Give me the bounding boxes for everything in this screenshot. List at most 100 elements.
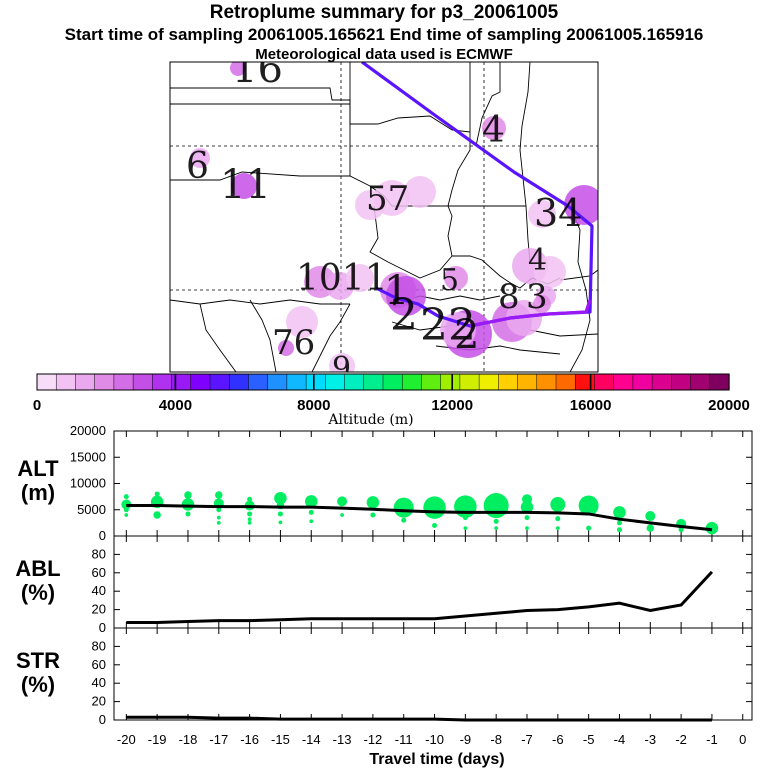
colorbar-cell (632, 373, 653, 391)
colorbar-cell (517, 373, 538, 391)
alt-point (616, 527, 622, 533)
sampling-times: Start time of sampling 20061005.165621 E… (64, 25, 704, 44)
alt-point (494, 526, 499, 530)
x-tick-label: -15 (271, 732, 290, 747)
alt-point (555, 516, 561, 522)
colorbar-cell (690, 373, 711, 391)
alt-point (393, 497, 414, 518)
chart-title: Retroplume summary for p3_20061005 (209, 2, 559, 23)
alt-point (454, 495, 477, 518)
day-label: 6 (186, 146, 209, 187)
abl-panel: 0 20 40 60 80 ABL(%) (15, 535, 753, 635)
panel-unit: (%) (21, 672, 55, 697)
x-tick-label: -4 (614, 732, 626, 747)
day-label: 8 (498, 277, 520, 317)
x-tick-label: -18 (179, 732, 198, 747)
y-tick-label: 80 (92, 546, 106, 561)
day-label: 1011 (296, 258, 388, 299)
x-axis-title: Travel time (days) (369, 751, 504, 768)
day-label: 34 (534, 191, 582, 235)
y-tick-label: 0 (99, 528, 106, 543)
y-tick-label: 20 (92, 602, 106, 617)
alt-point (525, 526, 529, 530)
colorbar-tick-label: 8000 (297, 397, 330, 414)
alt-point (493, 518, 499, 524)
alt-point (277, 511, 283, 517)
x-tick-label: -14 (302, 732, 321, 747)
y-tick-label: 40 (92, 675, 106, 690)
altitude-blob (231, 173, 257, 199)
map-boundary-line (529, 329, 598, 337)
y-tick-label: 60 (92, 565, 106, 580)
x-tick-label: -17 (209, 732, 228, 747)
colorbar-cell (113, 373, 134, 391)
alt-point (278, 520, 283, 525)
alt-point (247, 517, 252, 522)
altitude-blob (190, 148, 210, 168)
x-tick-label: -16 (240, 732, 259, 747)
colorbar-cell (651, 373, 672, 391)
alt-point (216, 507, 222, 513)
colorbar-cell (555, 373, 576, 391)
day-label: 4 (528, 243, 547, 278)
alt-point (181, 498, 195, 511)
y-tick-label: 15000 (70, 449, 106, 464)
alt-point (705, 521, 719, 535)
map-boundary-line (369, 205, 453, 279)
colorbar-cell (152, 373, 173, 391)
day-label: 2 (390, 290, 418, 341)
colorbar-cell (248, 373, 269, 391)
x-tick-label: 0 (739, 732, 746, 747)
alt-point (124, 513, 129, 517)
y-tick-label: 20 (92, 694, 106, 709)
panel-label: ABL (15, 556, 60, 581)
colorbar-cell (325, 373, 346, 391)
day-label: 16 (232, 46, 283, 92)
x-axis: -20 -19 -18 -17 -16 -15 -14 -13 -12 -11 -10 -9 -8 -7-… (117, 732, 746, 768)
altitude-blob (482, 116, 506, 140)
alt-point (123, 507, 129, 513)
alt-point (308, 509, 314, 515)
x-tick-label: -6 (552, 732, 564, 747)
day-label: 3 (526, 277, 548, 317)
alt-point (153, 511, 161, 519)
map-boundary-line (519, 62, 531, 151)
x-tick-label: -20 (117, 732, 136, 747)
alt-point (366, 496, 380, 509)
alt-point (154, 491, 160, 497)
alt-point (123, 494, 129, 500)
colorbar-cell (36, 373, 57, 391)
panel-unit: (%) (21, 580, 55, 605)
colorbar-cell (286, 373, 307, 391)
day-label: 4 (482, 110, 505, 151)
colorbar-cell (671, 373, 692, 391)
panel-frame (113, 627, 753, 721)
colorbar-cell (171, 373, 192, 391)
altitude-blob (528, 200, 556, 228)
trajectory-line-late (469, 299, 592, 328)
alt-point (215, 491, 223, 499)
y-tick-label: 60 (92, 657, 106, 672)
alt-point (184, 491, 192, 499)
y-tick-label: 0 (99, 712, 106, 727)
alt-point (616, 520, 622, 526)
alt-point (247, 521, 252, 525)
panel-label: ALT (17, 456, 59, 481)
alt-point (550, 497, 566, 512)
alt-point (463, 526, 468, 530)
colorbar-cell (132, 373, 153, 391)
colorbar-tick-label: 16000 (570, 397, 612, 414)
x-tick-label: -13 (333, 732, 352, 747)
y-tick-label: 20000 (70, 423, 106, 438)
x-tick-label: -1 (706, 732, 718, 747)
met-data-note: Meteorological data used is ECMWF (255, 46, 513, 63)
colorbar-cell (574, 373, 596, 391)
x-tick-label: -12 (364, 732, 383, 747)
colorbar-cell (594, 373, 615, 391)
colorbar-tick-label: 12000 (431, 397, 473, 414)
altitude-blob (404, 176, 436, 208)
day-label: 5 (440, 263, 459, 298)
alt-point (247, 496, 253, 502)
